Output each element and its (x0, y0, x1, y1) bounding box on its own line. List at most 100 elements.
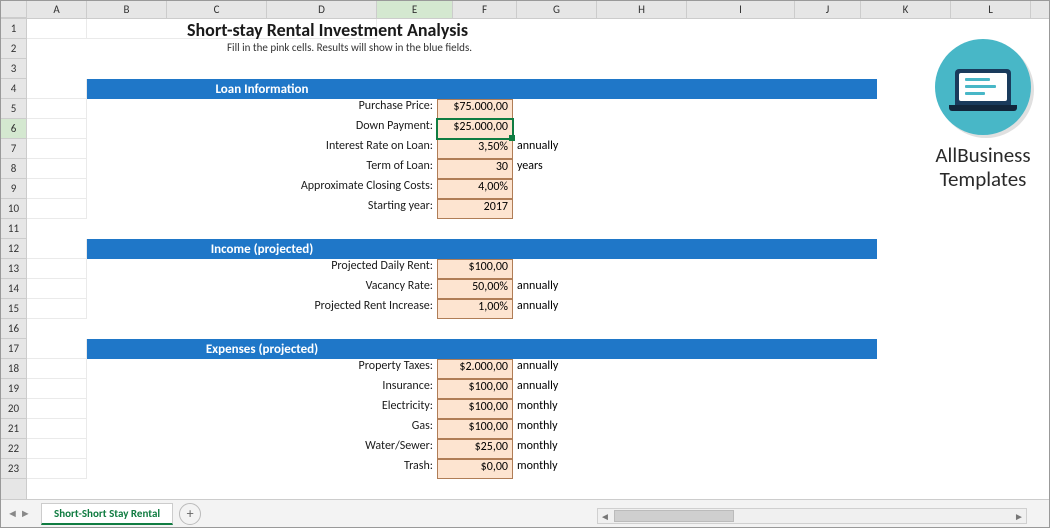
col-header-i[interactable]: I (687, 1, 795, 18)
cell-grid[interactable]: Short-stay Rental Investment Analysis Fi… (27, 19, 1049, 499)
label-property-taxes: Property Taxes: (87, 359, 437, 379)
input-trash[interactable]: $0,00 (437, 459, 513, 479)
scroll-thumb[interactable] (614, 510, 734, 522)
label-daily-rent: Projected Daily Rent: (87, 259, 437, 279)
tab-prev-icon[interactable]: ◄ (7, 507, 18, 520)
input-gas[interactable]: $100,00 (437, 419, 513, 439)
input-interest-rate[interactable]: 3,50% (437, 139, 513, 159)
row-header-22[interactable]: 22 (1, 439, 26, 459)
label-vacancy-rate: Vacancy Rate: (87, 279, 437, 299)
logo-text-line2: Templates (913, 167, 1050, 191)
logo-area: AllBusiness Templates (913, 39, 1050, 191)
row-header-2[interactable]: 2 (1, 39, 26, 59)
input-term-of-loan[interactable]: 30 (437, 159, 513, 179)
logo-icon (935, 39, 1031, 135)
subtitle: Fill in the pink cells. Results will sho… (227, 41, 472, 54)
row-header-17[interactable]: 17 (1, 339, 26, 359)
row-header-6[interactable]: 6 (1, 119, 26, 139)
col-header-c[interactable]: C (167, 1, 267, 18)
scroll-left-icon[interactable]: ◄ (598, 510, 612, 523)
annot-insurance: annually (513, 379, 577, 399)
row-header-12[interactable]: 12 (1, 239, 26, 259)
label-rent-increase: Projected Rent Increase: (87, 299, 437, 319)
col-header-j[interactable]: J (795, 1, 861, 18)
column-headers: A B C D E F G H I J K L (1, 1, 1049, 19)
plus-icon: + (187, 505, 194, 522)
section-header-loan: Loan Information (87, 79, 437, 99)
horizontal-scrollbar[interactable]: ◄ ► (597, 508, 1027, 524)
col-header-k[interactable]: K (861, 1, 951, 18)
select-all-corner[interactable] (1, 1, 27, 18)
row-header-7[interactable]: 7 (1, 139, 26, 159)
label-interest-rate: Interest Rate on Loan: (87, 139, 437, 159)
row-header-10[interactable]: 10 (1, 199, 26, 219)
col-header-f[interactable]: F (453, 1, 517, 18)
input-down-payment[interactable]: $25.000,00 (437, 119, 513, 139)
section-header-income: Income (projected) (87, 239, 437, 259)
col-header-b[interactable]: B (87, 1, 167, 18)
annot-down-payment (513, 119, 577, 139)
label-closing-costs: Approximate Closing Costs: (87, 179, 437, 199)
section-header-loan-strip (437, 79, 877, 99)
col-header-h[interactable]: H (597, 1, 687, 18)
annot-gas: monthly (513, 419, 577, 439)
input-rent-increase[interactable]: 1,00% (437, 299, 513, 319)
row-header-3[interactable]: 3 (1, 59, 26, 79)
section-header-income-strip (437, 239, 877, 259)
input-vacancy-rate[interactable]: 50,00% (437, 279, 513, 299)
sheet-tab-active[interactable]: Short-Short Stay Rental (41, 503, 173, 525)
col-header-g[interactable]: G (517, 1, 597, 18)
scroll-right-icon[interactable]: ► (1012, 510, 1026, 523)
row-header-1[interactable]: 1 (1, 19, 26, 39)
row-header-21[interactable]: 21 (1, 419, 26, 439)
label-water-sewer: Water/Sewer: (87, 439, 437, 459)
input-closing-costs[interactable]: 4,00% (437, 179, 513, 199)
label-term-of-loan: Term of Loan: (87, 159, 437, 179)
row-header-15[interactable]: 15 (1, 299, 26, 319)
page-title: Short-stay Rental Investment Analysis (187, 19, 468, 41)
input-insurance[interactable]: $100,00 (437, 379, 513, 399)
laptop-icon (955, 69, 1011, 105)
add-sheet-button[interactable]: + (179, 503, 201, 525)
row-header-20[interactable]: 20 (1, 399, 26, 419)
col-header-a[interactable]: A (27, 1, 87, 18)
input-daily-rent[interactable]: $100,00 (437, 259, 513, 279)
row-header-8[interactable]: 8 (1, 159, 26, 179)
col-header-l[interactable]: L (951, 1, 1031, 18)
annot-vacancy-rate: annually (513, 279, 577, 299)
sheet-tab-bar: ◄ ► Short-Short Stay Rental + ◄ ► (1, 499, 1049, 527)
input-property-taxes[interactable]: $2.000,00 (437, 359, 513, 379)
annot-interest-rate: annually (513, 139, 577, 159)
annot-closing-costs (513, 179, 577, 199)
row-header-11[interactable]: 11 (1, 219, 26, 239)
label-electricity: Electricity: (87, 399, 437, 419)
input-starting-year[interactable]: 2017 (437, 199, 513, 219)
label-insurance: Insurance: (87, 379, 437, 399)
annot-purchase-price (513, 99, 577, 119)
input-water-sewer[interactable]: $25,00 (437, 439, 513, 459)
label-purchase-price: Purchase Price: (87, 99, 437, 119)
tab-next-icon[interactable]: ► (20, 507, 31, 520)
row-header-19[interactable]: 19 (1, 379, 26, 399)
input-electricity[interactable]: $100,00 (437, 399, 513, 419)
row-header-4[interactable]: 4 (1, 79, 26, 99)
annot-starting-year (513, 199, 577, 219)
row-header-14[interactable]: 14 (1, 279, 26, 299)
annot-daily-rent (513, 259, 577, 279)
row-header-18[interactable]: 18 (1, 359, 26, 379)
col-header-e[interactable]: E (377, 1, 453, 18)
annot-rent-increase: annually (513, 299, 577, 319)
col-header-d[interactable]: D (267, 1, 377, 18)
input-purchase-price[interactable]: $75.000,00 (437, 99, 513, 119)
label-trash: Trash: (87, 459, 437, 479)
annot-water-sewer: monthly (513, 439, 577, 459)
row-header-13[interactable]: 13 (1, 259, 26, 279)
row-header-16[interactable]: 16 (1, 319, 26, 339)
label-down-payment: Down Payment: (87, 119, 437, 139)
annot-property-taxes: annually (513, 359, 577, 379)
row-header-23[interactable]: 23 (1, 459, 26, 479)
row-header-5[interactable]: 5 (1, 99, 26, 119)
tab-nav[interactable]: ◄ ► (1, 507, 41, 520)
row-header-9[interactable]: 9 (1, 179, 26, 199)
annot-term-of-loan: years (513, 159, 577, 179)
